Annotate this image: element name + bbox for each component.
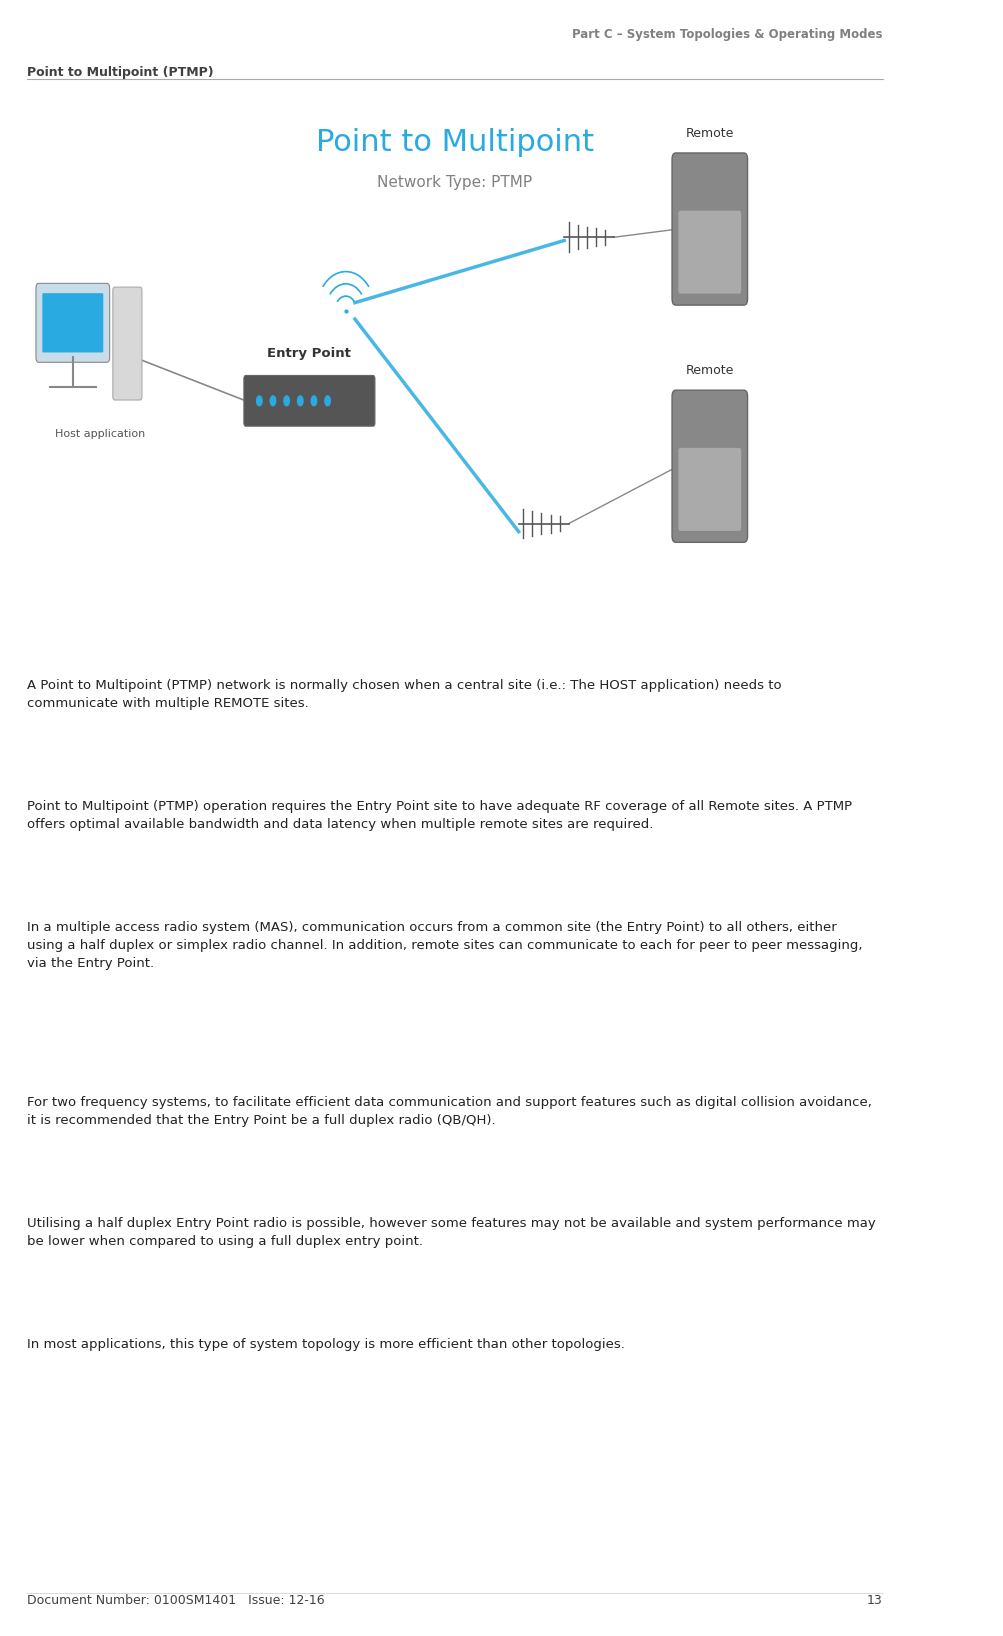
FancyBboxPatch shape [244,376,374,425]
Circle shape [311,396,316,406]
Text: Remote: Remote [685,365,733,376]
Text: Network Type: PTMP: Network Type: PTMP [377,175,532,190]
Text: Host application: Host application [55,429,145,438]
FancyBboxPatch shape [112,288,141,399]
FancyBboxPatch shape [678,448,740,530]
Text: Utilising a half duplex Entry Point radio is possible, however some features may: Utilising a half duplex Entry Point radi… [27,1217,876,1248]
Text: In a multiple access radio system (MAS), communication occurs from a common site: In a multiple access radio system (MAS),… [27,921,862,970]
FancyBboxPatch shape [42,293,103,352]
Text: Remote: Remote [685,128,733,139]
Text: Point to Multipoint (PTMP) operation requires the Entry Point site to have adequ: Point to Multipoint (PTMP) operation req… [27,800,852,831]
Circle shape [297,396,303,406]
Circle shape [270,396,276,406]
Circle shape [325,396,330,406]
Circle shape [257,396,262,406]
Text: Point to Multipoint: Point to Multipoint [316,128,594,157]
Text: Point to Multipoint (PTMP): Point to Multipoint (PTMP) [27,65,214,79]
Text: For two frequency systems, to facilitate efficient data communication and suppor: For two frequency systems, to facilitate… [27,1096,872,1127]
Text: A Point to Multipoint (PTMP) network is normally chosen when a central site (i.e: A Point to Multipoint (PTMP) network is … [27,679,781,710]
FancyBboxPatch shape [671,154,747,304]
Text: Part C – System Topologies & Operating Modes: Part C – System Topologies & Operating M… [572,28,882,41]
FancyBboxPatch shape [36,283,109,362]
Text: 13: 13 [867,1593,882,1607]
FancyBboxPatch shape [678,211,740,294]
Text: Entry Point: Entry Point [267,347,351,360]
Text: Document Number: 0100SM1401   Issue: 12-16: Document Number: 0100SM1401 Issue: 12-16 [27,1593,325,1607]
Circle shape [284,396,289,406]
FancyBboxPatch shape [671,389,747,542]
Text: In most applications, this type of system topology is more efficient than other : In most applications, this type of syste… [27,1338,625,1351]
